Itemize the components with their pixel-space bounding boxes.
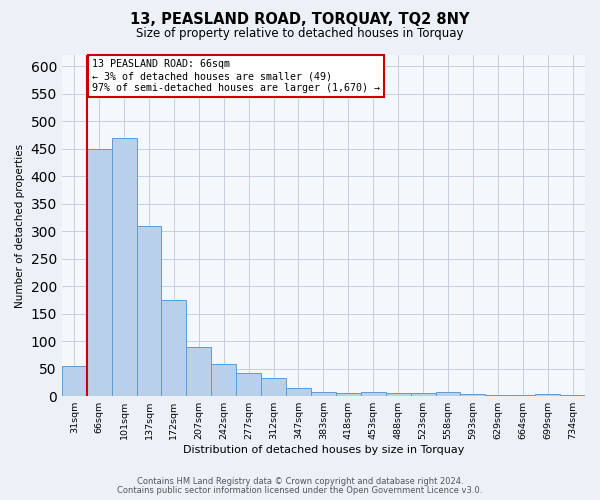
Text: Contains public sector information licensed under the Open Government Licence v3: Contains public sector information licen… (118, 486, 482, 495)
Bar (261, 378, 286, 396)
Bar (161, 300, 187, 396)
Bar (236, 373, 261, 396)
X-axis label: Distribution of detached houses by size in Torquay: Distribution of detached houses by size … (183, 445, 464, 455)
Text: Size of property relative to detached houses in Torquay: Size of property relative to detached ho… (136, 28, 464, 40)
Bar (211, 364, 236, 396)
Bar (137, 226, 161, 396)
Text: Contains HM Land Registry data © Crown copyright and database right 2024.: Contains HM Land Registry data © Crown c… (137, 477, 463, 486)
Bar (535, 394, 560, 396)
Bar (87, 148, 112, 396)
Text: 13 PEASLAND ROAD: 66sqm
← 3% of detached houses are smaller (49)
97% of semi-det: 13 PEASLAND ROAD: 66sqm ← 3% of detached… (92, 60, 380, 92)
Bar (410, 394, 436, 396)
Bar (311, 392, 336, 396)
Bar (187, 346, 211, 396)
Y-axis label: Number of detached properties: Number of detached properties (15, 144, 25, 308)
Bar (62, 366, 87, 396)
Bar (112, 138, 137, 396)
Bar (336, 394, 361, 396)
Bar (485, 395, 510, 396)
Bar (361, 392, 386, 396)
Bar (286, 388, 311, 396)
Bar (460, 394, 485, 396)
Bar (436, 392, 460, 396)
Bar (386, 394, 410, 396)
Text: 13, PEASLAND ROAD, TORQUAY, TQ2 8NY: 13, PEASLAND ROAD, TORQUAY, TQ2 8NY (130, 12, 470, 28)
Bar (560, 395, 585, 396)
Bar (510, 395, 535, 396)
